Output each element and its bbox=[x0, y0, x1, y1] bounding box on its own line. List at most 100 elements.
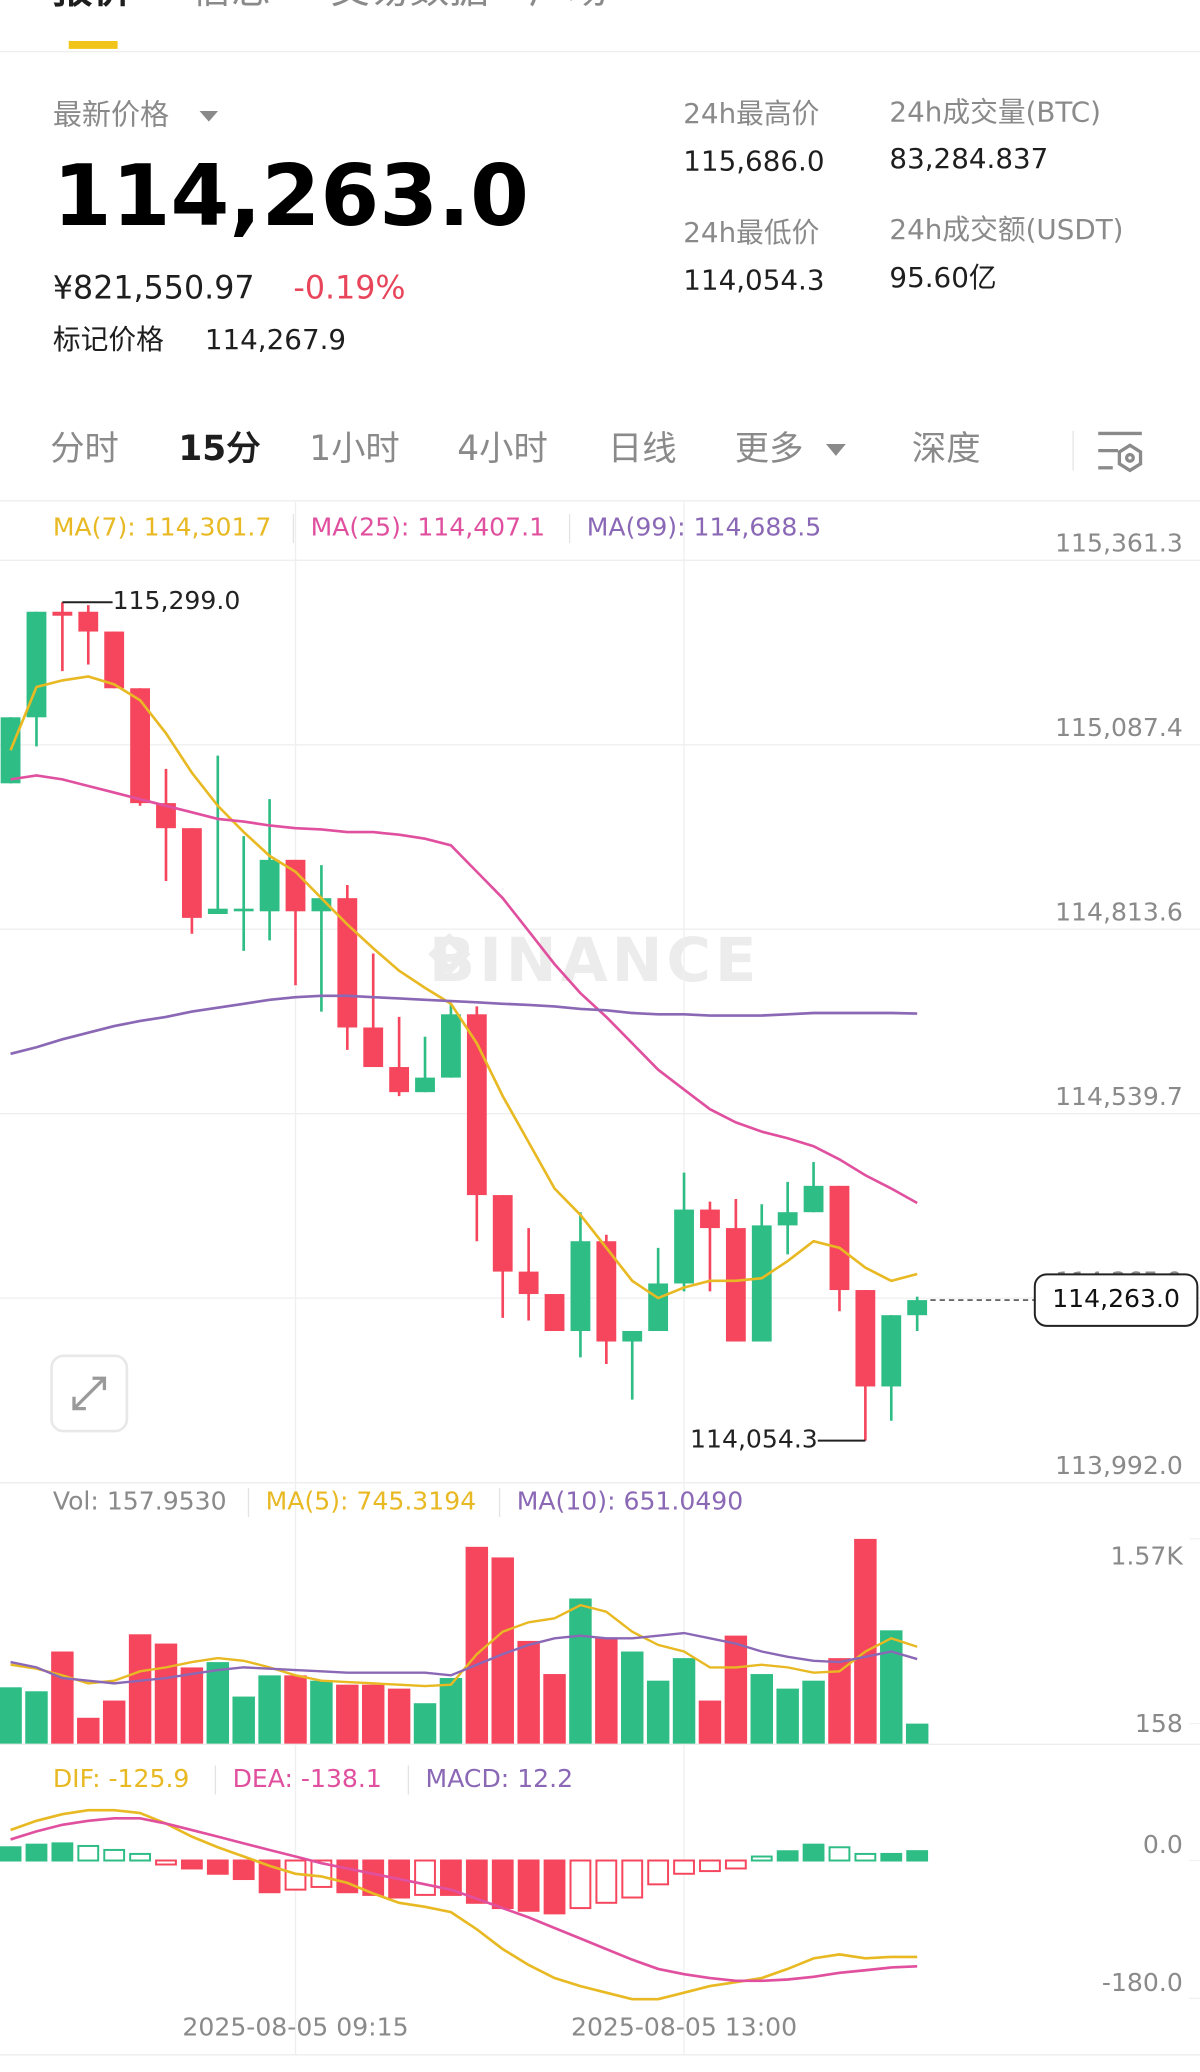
interval[interactable]: 4小时 bbox=[457, 429, 548, 469]
macd-bar bbox=[465, 1859, 488, 1904]
interval[interactable]: 日线 bbox=[608, 429, 677, 469]
candle-body bbox=[829, 1185, 850, 1291]
last-price-label: 114,263.0 bbox=[1052, 1284, 1180, 1313]
interval[interactable]: 分时 bbox=[50, 429, 119, 469]
tab[interactable]: 交易数据 bbox=[330, 0, 489, 13]
interval[interactable]: 更多 bbox=[735, 429, 804, 469]
price-label[interactable]: 最新价格 bbox=[53, 97, 169, 131]
volume-bar bbox=[776, 1688, 799, 1745]
watermark-logo bbox=[428, 932, 471, 976]
interval[interactable]: 15分 bbox=[178, 429, 260, 469]
volume-bar bbox=[128, 1634, 152, 1745]
legend-entry: MA(25): 114,407.1 bbox=[311, 513, 545, 542]
last-price-box bbox=[1033, 1273, 1199, 1327]
dropdown-icon bbox=[199, 111, 219, 122]
candle-body bbox=[881, 1315, 902, 1387]
volume-bar bbox=[77, 1717, 100, 1745]
macd-bar bbox=[440, 1859, 462, 1896]
macd-bar bbox=[491, 1859, 514, 1910]
candle-body bbox=[104, 631, 125, 689]
indicator-line bbox=[10, 1631, 918, 1685]
stat-value: 95.60亿 bbox=[889, 261, 996, 294]
macd-bar bbox=[906, 1850, 929, 1862]
candle-body bbox=[725, 1228, 746, 1342]
legend-entry: DIF: -125.9 bbox=[53, 1764, 190, 1793]
stats: 24h最高价 115,686.0 24h成交量(BTC) 83,284.837 … bbox=[683, 96, 1123, 297]
volume-bar bbox=[465, 1546, 489, 1745]
volume-bar bbox=[25, 1691, 48, 1745]
volume-bar bbox=[232, 1696, 255, 1745]
plot: 115,361.3 115,087.4 114,813.6 114,539.7 114,… bbox=[0, 502, 1200, 2056]
mark-label: 标记价格 bbox=[53, 323, 164, 356]
y-tick-label: 115,087.4 bbox=[1055, 713, 1183, 742]
y-tick-label: 115,361.3 bbox=[1055, 528, 1183, 557]
candle-body bbox=[207, 908, 228, 914]
y-tick-label: -180.0 bbox=[1102, 1968, 1183, 1997]
volume-bar bbox=[672, 1658, 696, 1745]
macd-bar bbox=[543, 1859, 566, 1915]
tab[interactable]: 广场 bbox=[529, 0, 608, 13]
macd-bar bbox=[699, 1859, 721, 1873]
volume-bar bbox=[102, 1700, 126, 1745]
candle-body bbox=[363, 1027, 384, 1068]
volume-bar bbox=[491, 1557, 514, 1745]
volume-bar bbox=[802, 1680, 825, 1745]
expand-button[interactable] bbox=[50, 1354, 129, 1433]
last-price: 114,263.0 bbox=[53, 147, 529, 245]
candle-body bbox=[78, 611, 99, 632]
legend-entry: MA(99): 114,688.5 bbox=[587, 513, 821, 542]
y-tick-label: 114,539.7 bbox=[1055, 1082, 1183, 1111]
macd-bar bbox=[750, 1855, 773, 1862]
volume-bar bbox=[413, 1703, 437, 1745]
settings-icon[interactable] bbox=[1098, 431, 1143, 473]
volume-bar bbox=[284, 1675, 307, 1745]
cny-price: ¥821,550.97 bbox=[53, 270, 255, 306]
volume-bar bbox=[387, 1688, 411, 1745]
legend-entry: MACD: 12.2 bbox=[426, 1764, 574, 1793]
interval[interactable]: 1小时 bbox=[309, 429, 400, 469]
y-tick-label: 0.0 bbox=[1143, 1830, 1183, 1859]
volume-bar bbox=[361, 1684, 385, 1745]
interval[interactable]: 深度 bbox=[912, 429, 981, 469]
indicator-line bbox=[10, 994, 918, 1056]
volume-bar bbox=[154, 1643, 178, 1745]
candle-body bbox=[777, 1212, 798, 1226]
candle-body bbox=[156, 803, 176, 829]
stat-value: 115,686.0 bbox=[683, 145, 824, 178]
candle-body bbox=[285, 859, 306, 912]
candle-body bbox=[518, 1271, 539, 1295]
candle-body bbox=[466, 1014, 487, 1196]
mark-price: 114,267.9 bbox=[205, 323, 346, 356]
volume-bar bbox=[517, 1640, 540, 1745]
tab[interactable]: 报价 bbox=[53, 0, 133, 13]
macd-bar bbox=[621, 1859, 644, 1899]
candle-body bbox=[26, 611, 47, 718]
candle-body bbox=[233, 908, 254, 912]
candle-body bbox=[0, 717, 21, 784]
candle-body bbox=[441, 1014, 461, 1078]
legend-entry: Vol: 157.9530 bbox=[53, 1486, 227, 1515]
y-tick-label: 1.57K bbox=[1110, 1541, 1183, 1570]
volume-bar bbox=[750, 1674, 773, 1745]
volume-bar bbox=[310, 1680, 333, 1745]
x-tick-label: 2025-08-05 13:00 bbox=[571, 2012, 797, 2041]
macd-bar bbox=[155, 1859, 177, 1866]
volume-bar bbox=[621, 1651, 644, 1745]
volume-bar bbox=[880, 1630, 903, 1745]
volume-bar bbox=[0, 1687, 22, 1745]
candle-body bbox=[803, 1185, 824, 1213]
low-label: 114,054.3 bbox=[690, 1425, 818, 1454]
candle-body bbox=[492, 1195, 513, 1272]
candle-body bbox=[674, 1209, 694, 1284]
candle-body bbox=[648, 1283, 669, 1332]
macd-bar bbox=[206, 1859, 229, 1875]
macd-bar bbox=[854, 1852, 877, 1862]
volume-bar bbox=[258, 1675, 281, 1745]
tab[interactable]: 信息 bbox=[192, 0, 271, 13]
macd-bar bbox=[25, 1843, 48, 1862]
y-tick-label: 158 bbox=[1135, 1709, 1183, 1738]
candle-body bbox=[130, 688, 150, 804]
legend-entry: MA(7): 114,301.7 bbox=[53, 513, 272, 542]
macd-bar bbox=[880, 1852, 903, 1862]
